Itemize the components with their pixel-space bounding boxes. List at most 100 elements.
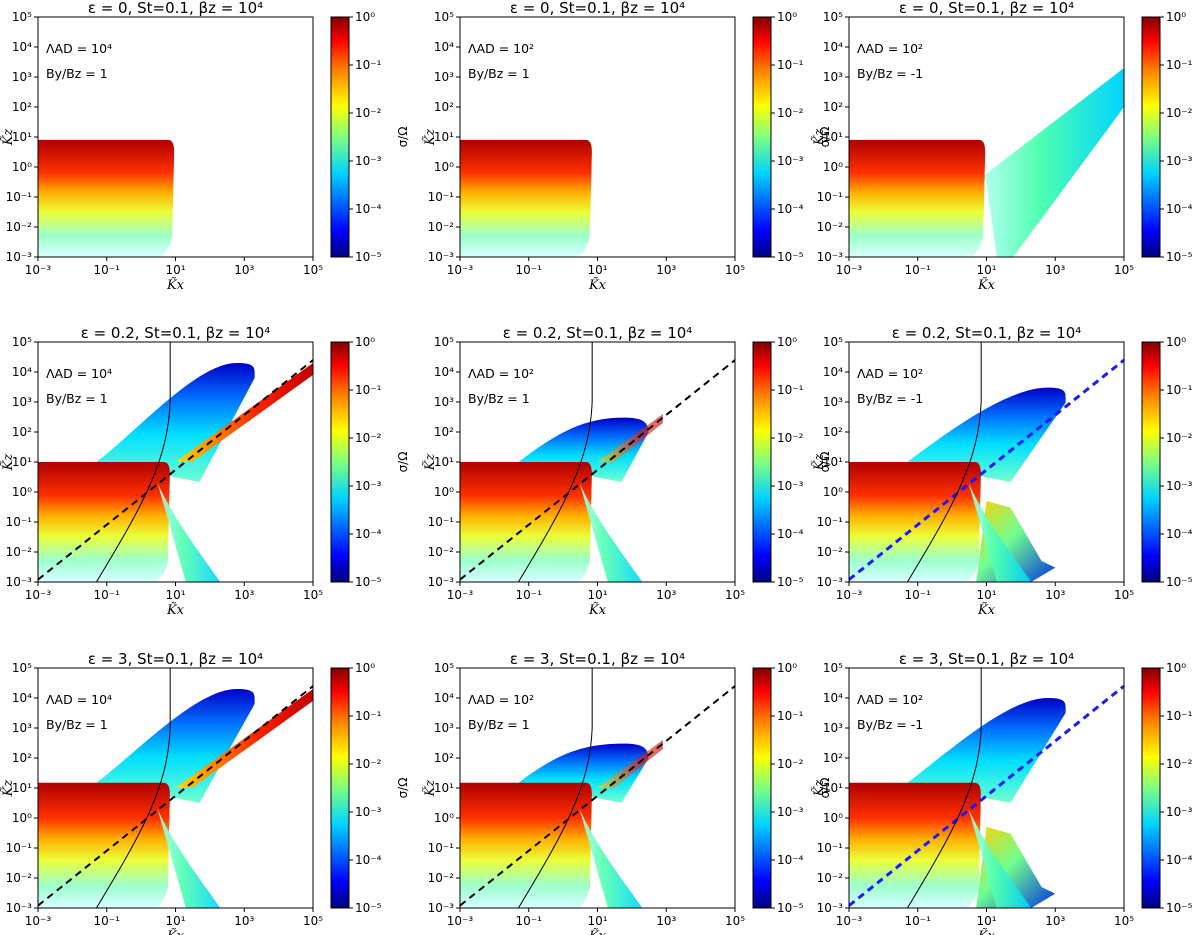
y-axis-label: K̃z bbox=[422, 454, 438, 472]
y-tick-label: 10⁻³ bbox=[428, 250, 455, 264]
y-tick-label: 10⁰ bbox=[12, 811, 32, 825]
subplot-annotation: ΛAD = 10⁴ bbox=[46, 366, 112, 381]
y-tick-label: 10⁵ bbox=[12, 661, 32, 675]
y-tick-label: 10⁻¹ bbox=[817, 190, 844, 204]
x-axis-label: K̃x bbox=[977, 602, 996, 618]
x-tick-label: 10⁻³ bbox=[447, 588, 474, 602]
x-tick-label: 10⁻³ bbox=[25, 263, 52, 277]
colorbar-tick-label: 10⁻¹ bbox=[777, 58, 804, 72]
x-tick-label: 10⁻¹ bbox=[516, 588, 543, 602]
y-tick-label: 10⁻³ bbox=[817, 250, 844, 264]
x-tick-label: 10⁵ bbox=[1114, 914, 1134, 928]
colorbar-label: σ/Ω bbox=[818, 127, 832, 148]
colorbar-tick-label: 10⁻¹ bbox=[1166, 58, 1193, 72]
dashed-line bbox=[38, 685, 313, 907]
x-axis-label: K̃x bbox=[588, 928, 607, 935]
colorbar-tick-label: 10⁻⁴ bbox=[355, 527, 382, 541]
y-tick-label: 10⁰ bbox=[12, 160, 32, 174]
y-tick-label: 10⁴ bbox=[823, 40, 843, 54]
heatmap-main-block bbox=[460, 462, 592, 582]
y-tick-label: 10⁻³ bbox=[817, 575, 844, 589]
colorbar bbox=[330, 667, 350, 909]
subplot-title: ε = 0.2, St=0.1, βz = 10⁴ bbox=[892, 324, 1082, 342]
y-tick-label: 10⁴ bbox=[12, 40, 32, 54]
y-tick-label: 10⁵ bbox=[823, 335, 843, 349]
subplot-title: ε = 0, St=0.1, βz = 10⁴ bbox=[899, 0, 1074, 17]
colorbar-tick-label: 10⁻¹ bbox=[777, 383, 804, 397]
x-tick-label: 10⁻³ bbox=[447, 914, 474, 928]
instability-lobe bbox=[907, 387, 1066, 482]
subplot-2: 10⁻³ 10⁻¹ 10¹ 10³ 10⁵ 10⁵ 10⁴ 10³ 10² 10¹ 10⁰ 10⁻¹ 1… bbox=[422, 0, 832, 293]
y-tick-label: 10⁻² bbox=[817, 871, 844, 885]
instability-diagonal-band bbox=[983, 67, 1124, 257]
plot-area bbox=[460, 668, 735, 908]
y-tick-label: 10⁰ bbox=[434, 811, 454, 825]
colorbar-tick-label: 10⁻⁵ bbox=[355, 575, 382, 589]
subplot-annotation: ΛAD = 10² bbox=[857, 692, 923, 707]
heatmap-tail bbox=[579, 482, 643, 582]
colorbar-tick-label: 10⁻¹ bbox=[1166, 709, 1193, 723]
x-tick-label: 10⁵ bbox=[725, 914, 745, 928]
plot-area bbox=[849, 67, 1124, 257]
subplot-6: 10⁻³ 10⁻¹ 10¹ 10³ 10⁵ 10⁵ 10⁴ 10³ 10² 10¹ 10⁰ 10⁻¹ 1… bbox=[811, 324, 1193, 618]
y-tick-label: 10¹ bbox=[12, 455, 32, 469]
plot-area bbox=[38, 342, 313, 582]
colorbar-tick-label: 10⁰ bbox=[777, 10, 797, 24]
colorbar-tick-label: 10⁻² bbox=[1166, 431, 1193, 445]
y-tick-label: 10⁰ bbox=[823, 485, 843, 499]
plot-area bbox=[460, 342, 735, 582]
colorbar-tick-label: 10⁻² bbox=[1166, 106, 1193, 120]
colorbar-tick-label: 10⁻¹ bbox=[355, 58, 382, 72]
x-tick-label: 10¹ bbox=[587, 588, 607, 602]
x-tick-label: 10⁻³ bbox=[836, 263, 863, 277]
x-tick-label: 10³ bbox=[1045, 263, 1065, 277]
solid-line bbox=[95, 668, 171, 908]
x-axis-label: K̃x bbox=[166, 277, 185, 293]
colorbar-tick-label: 10⁻² bbox=[777, 757, 804, 771]
subplot-title: ε = 0.2, St=0.1, βz = 10⁴ bbox=[503, 324, 693, 342]
colorbar-tick-label: 10⁰ bbox=[1166, 10, 1186, 24]
x-tick-label: 10¹ bbox=[587, 263, 607, 277]
x-tick-label: 10¹ bbox=[976, 588, 996, 602]
x-tick-label: 10⁵ bbox=[1114, 588, 1134, 602]
y-axis-label: K̃z bbox=[811, 129, 827, 147]
x-axis-label: K̃x bbox=[166, 928, 185, 935]
colorbar-tick-label: 10⁻² bbox=[777, 431, 804, 445]
y-tick-label: 10⁻¹ bbox=[6, 515, 33, 529]
colorbar-tick-label: 10⁻⁵ bbox=[1166, 575, 1193, 589]
dashed-line bbox=[460, 359, 735, 581]
colorbar-tick-label: 10⁰ bbox=[1166, 661, 1186, 675]
subplot-annotation: ΛAD = 10² bbox=[468, 41, 534, 56]
y-tick-label: 10⁻³ bbox=[817, 901, 844, 915]
colorbar bbox=[752, 667, 772, 909]
colorbar bbox=[1141, 667, 1161, 909]
colorbar bbox=[752, 16, 772, 258]
heatmap-main-block bbox=[849, 462, 981, 582]
y-tick-label: 10² bbox=[823, 751, 843, 765]
y-tick-label: 10² bbox=[12, 425, 32, 439]
y-tick-label: 10⁵ bbox=[12, 10, 32, 24]
colorbar-tick-label: 10⁰ bbox=[355, 335, 375, 349]
subplot-annotation: ΛAD = 10² bbox=[857, 41, 923, 56]
dashed-line bbox=[460, 685, 735, 907]
colorbar-tick-label: 10⁻³ bbox=[355, 479, 382, 493]
x-axis-label: K̃x bbox=[977, 928, 996, 935]
subplot-title: ε = 0, St=0.1, βz = 10⁴ bbox=[88, 0, 263, 17]
y-tick-label: 10⁴ bbox=[12, 691, 32, 705]
x-tick-label: 10³ bbox=[234, 914, 254, 928]
colorbar-tick-label: 10⁻⁵ bbox=[1166, 250, 1193, 264]
y-tick-label: 10² bbox=[434, 100, 454, 114]
colorbar-tick-label: 10⁻³ bbox=[1166, 154, 1193, 168]
y-tick-label: 10² bbox=[12, 100, 32, 114]
instability-lobe bbox=[907, 698, 1066, 803]
y-tick-label: 10³ bbox=[12, 70, 32, 84]
x-tick-label: 10⁵ bbox=[303, 914, 323, 928]
x-tick-label: 10⁻¹ bbox=[905, 263, 932, 277]
colorbar-tick-label: 10⁻¹ bbox=[777, 709, 804, 723]
y-tick-label: 10⁻² bbox=[6, 220, 33, 234]
y-tick-label: 10⁴ bbox=[434, 691, 454, 705]
y-tick-label: 10⁵ bbox=[12, 335, 32, 349]
y-tick-label: 10⁻² bbox=[817, 545, 844, 559]
subplot-1: 10⁻³ 10⁻¹ 10¹ 10³ 10⁵ 10⁵ 10⁴ 10³ 10² 10¹ 10⁰ 10⁻¹ 1… bbox=[0, 0, 410, 293]
colorbar-tick-label: 10⁻⁴ bbox=[1166, 527, 1193, 541]
